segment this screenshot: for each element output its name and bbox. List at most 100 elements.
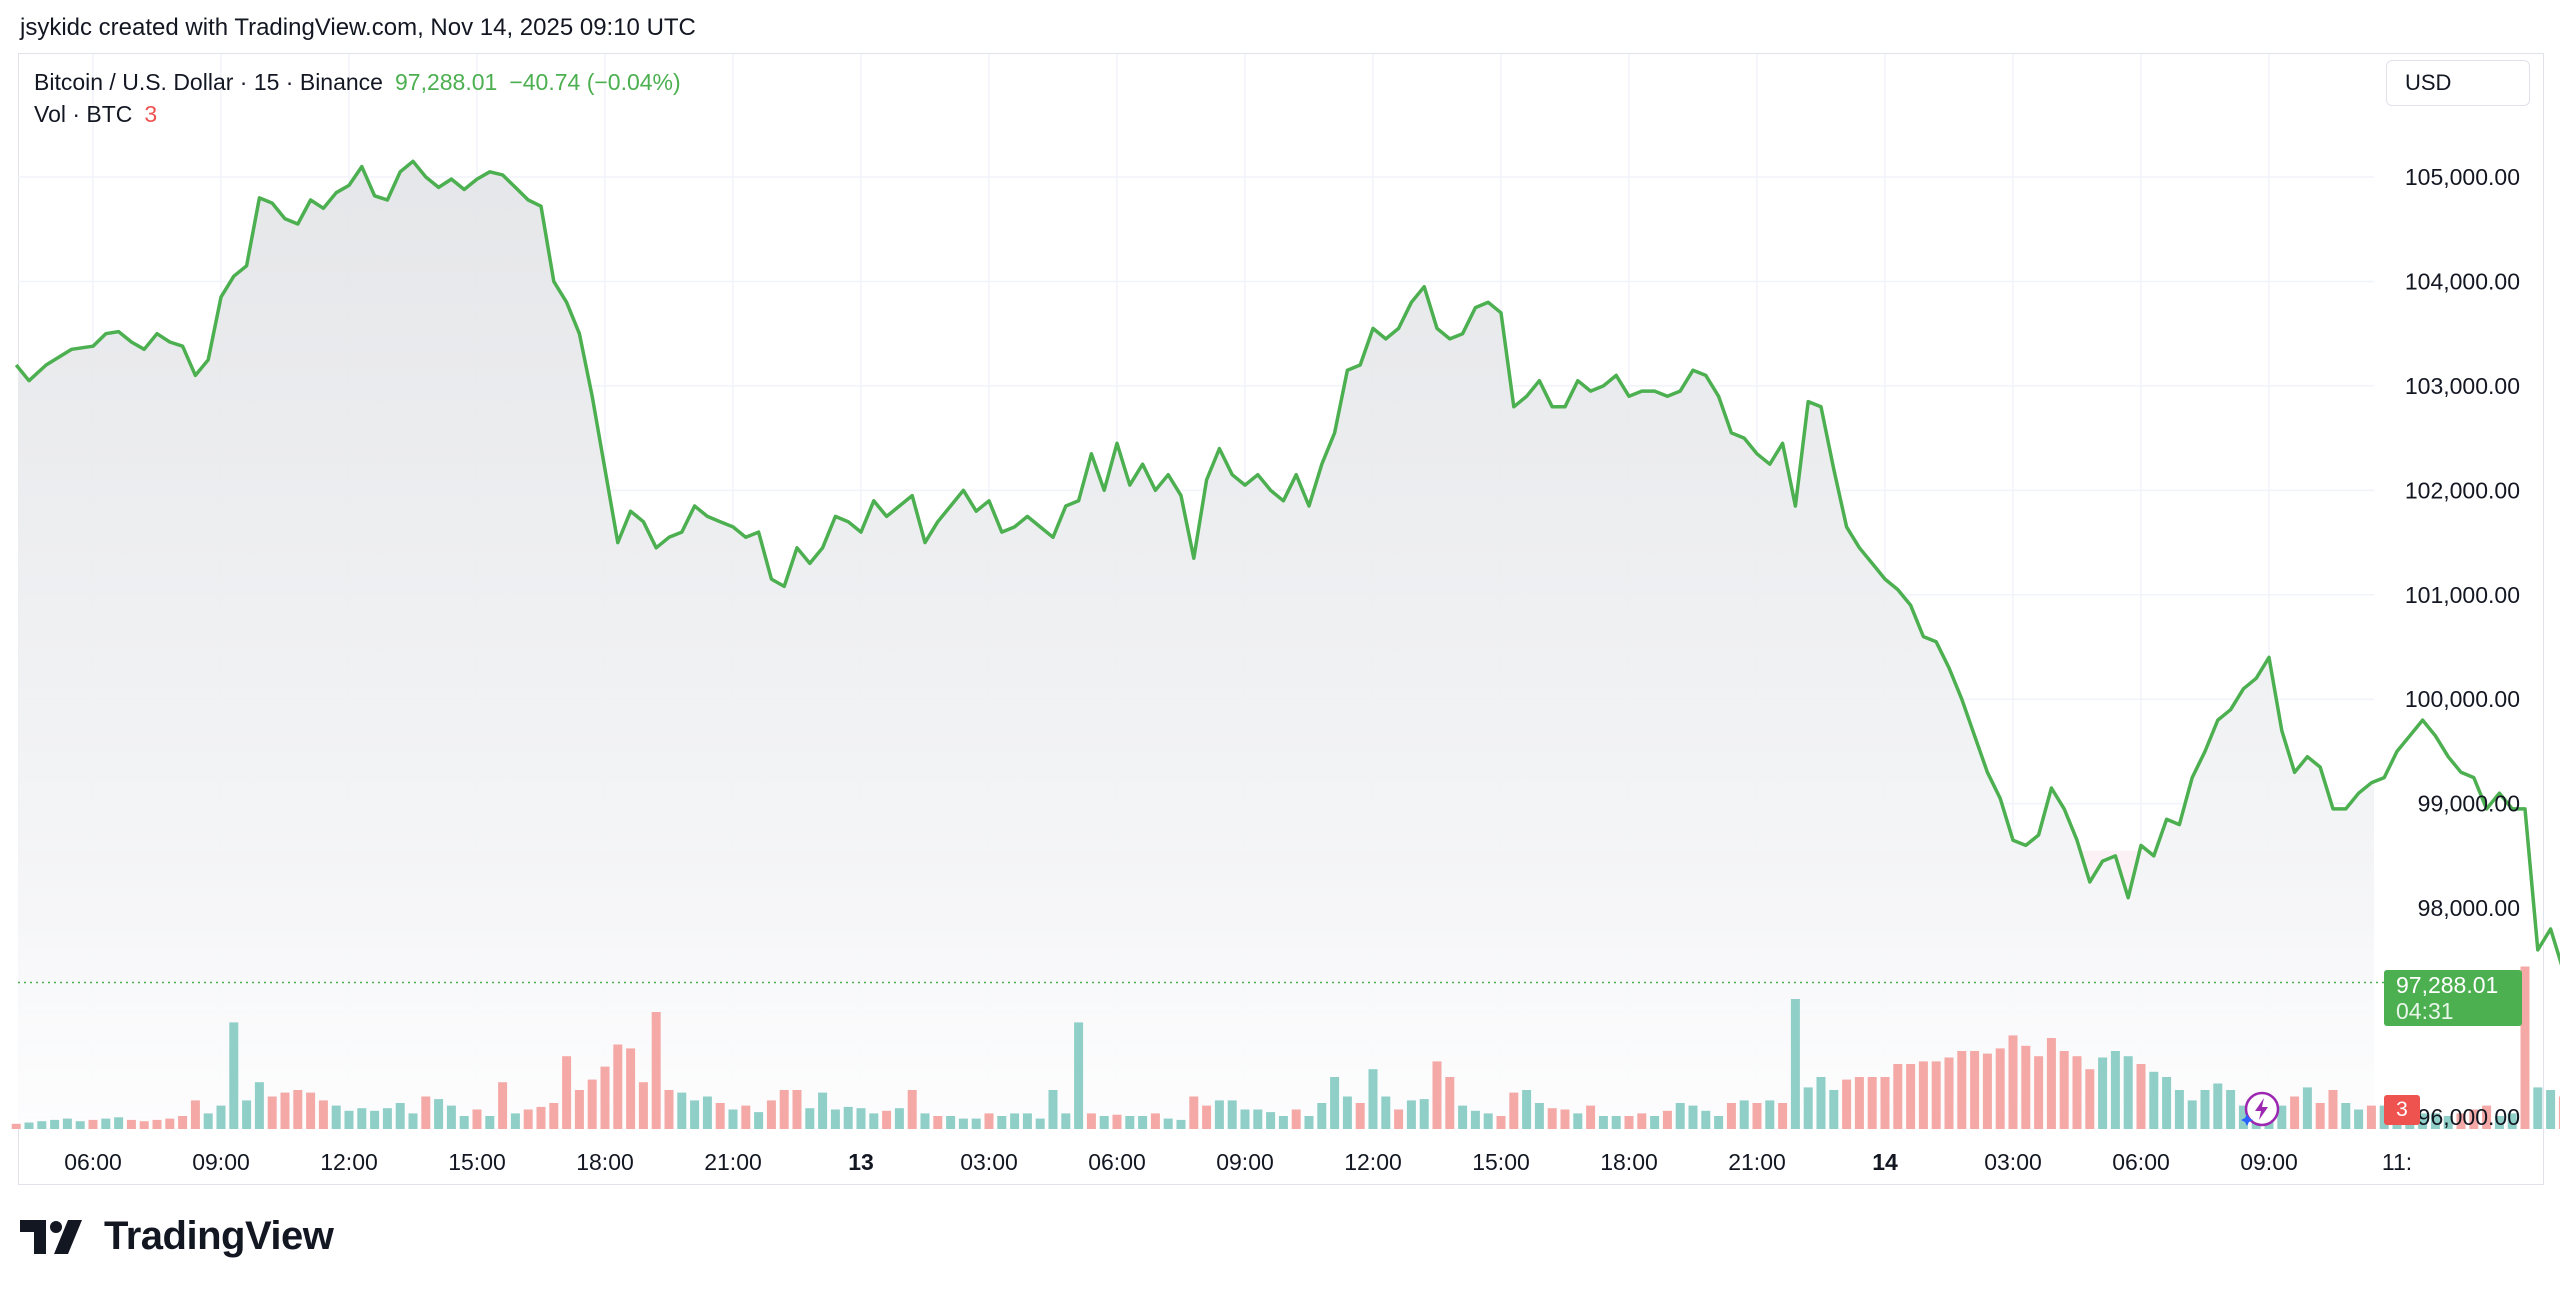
x-tick-label: 12:00	[320, 1149, 378, 1175]
x-tick-label: 21:00	[704, 1149, 762, 1175]
volume-bar	[126, 1119, 136, 1129]
volume-bar	[1022, 1113, 1032, 1129]
tradingview-logo-icon	[20, 1219, 82, 1254]
volume-bar	[510, 1113, 520, 1129]
volume-bar	[2443, 1116, 2453, 1129]
volume-bar	[1893, 1064, 1903, 1129]
volume-bar	[523, 1109, 533, 1129]
volume-bar	[958, 1118, 968, 1129]
x-tick-label: 09:00	[192, 1149, 250, 1175]
volume-bar	[1982, 1053, 1992, 1129]
volume-bar	[1675, 1103, 1685, 1129]
volume-bar	[1470, 1110, 1480, 1129]
volume-bar	[1765, 1100, 1775, 1129]
volume-bar	[1035, 1118, 1045, 1129]
volume-value: 3	[144, 101, 158, 127]
symbol-title[interactable]: Bitcoin / U.S. Dollar · 15 · Binance	[34, 69, 383, 95]
volume-bar	[1867, 1077, 1877, 1129]
x-tick-label: 06:00	[64, 1149, 122, 1175]
volume-bar	[1189, 1096, 1199, 1129]
volume-bar	[1931, 1061, 1941, 1129]
volume-bar	[1547, 1108, 1557, 1129]
volume-bar	[178, 1116, 188, 1129]
lightning-bolt-icon[interactable]	[2240, 1089, 2280, 1129]
volume-bar	[907, 1090, 917, 1129]
volume-bar	[1112, 1114, 1122, 1129]
bar-countdown: 04:31	[2396, 998, 2454, 1024]
volume-bar	[1906, 1064, 1916, 1129]
volume-bar	[1880, 1077, 1890, 1129]
volume-bar	[498, 1082, 508, 1129]
volume-bar	[830, 1109, 840, 1129]
volume-bar	[651, 1012, 661, 1129]
volume-bar	[1662, 1110, 1672, 1129]
y-tick-label: 103,000.00	[2405, 373, 2520, 399]
volume-bar	[1854, 1077, 1864, 1129]
volume-bar	[1778, 1103, 1788, 1129]
y-tick-label: 102,000.00	[2405, 477, 2520, 503]
volume-bar	[408, 1113, 418, 1129]
volume-bar	[1701, 1110, 1711, 1129]
volume-bar	[2469, 1109, 2479, 1129]
volume-bar	[1240, 1109, 1250, 1129]
volume-bar	[1944, 1057, 1954, 1129]
volume-bar	[267, 1096, 277, 1129]
volume-bar	[434, 1099, 444, 1129]
volume-bar	[779, 1090, 789, 1129]
volume-bar	[242, 1100, 252, 1129]
volume-bar	[1624, 1116, 1634, 1129]
volume-bar	[2546, 1090, 2556, 1129]
volume-bar	[2174, 1090, 2184, 1129]
volume-bar	[1995, 1048, 2005, 1129]
volume-bar	[459, 1116, 469, 1129]
volume-bar	[741, 1105, 751, 1129]
last-price: 97,288.01	[394, 69, 498, 95]
volume-bar	[446, 1105, 456, 1129]
volume-bar	[2046, 1038, 2056, 1129]
credit-text: jsykidc created with TradingView.com, No…	[20, 14, 696, 41]
volume-bar	[1445, 1077, 1455, 1129]
volume-bar	[24, 1122, 34, 1129]
volume-bar	[677, 1092, 687, 1129]
volume-bar	[2110, 1051, 2120, 1129]
volume-bar	[1010, 1113, 1020, 1129]
volume-bar	[2187, 1100, 2197, 1129]
volume-bar	[549, 1103, 559, 1129]
last-price-tag: 97,288.01 04:31	[2384, 970, 2522, 1026]
volume-bar	[344, 1110, 354, 1129]
volume-bar	[984, 1113, 994, 1129]
volume-bar	[2277, 1105, 2287, 1129]
volume-bar	[1918, 1061, 1928, 1129]
volume-bar	[766, 1100, 776, 1129]
volume-bar	[114, 1117, 124, 1129]
volume-bar	[2123, 1056, 2133, 1129]
x-tick-label: 09:00	[1216, 1149, 1274, 1175]
volume-bar	[1726, 1103, 1736, 1129]
volume-bar	[2072, 1056, 2082, 1129]
x-axis: 06:00 09:00 12:00 15:00 18:00 21:00 13 03:00 06:…	[64, 1149, 2412, 1175]
y-tick-label: 96,000.00	[2418, 1104, 2520, 1130]
volume-bar	[75, 1121, 85, 1129]
volume-bar	[1304, 1116, 1314, 1129]
volume-label[interactable]: Vol · BTC	[34, 101, 133, 127]
volume-bar	[869, 1113, 879, 1129]
volume-bar	[587, 1079, 597, 1129]
volume-bar	[165, 1118, 175, 1129]
volume-bar	[1611, 1116, 1621, 1129]
volume-bar	[2315, 1103, 2325, 1129]
volume-bar	[1752, 1103, 1762, 1129]
volume-bar	[1138, 1116, 1148, 1129]
x-tick-label: 11:	[2382, 1149, 2412, 1175]
volume-bar	[2226, 1090, 2236, 1129]
volume-bar	[1509, 1092, 1519, 1129]
currency-button[interactable]: USD	[2386, 60, 2530, 106]
volume-bar	[1637, 1113, 1647, 1129]
volume-bar	[920, 1113, 930, 1129]
volume-bar	[2238, 1105, 2248, 1129]
volume-bar	[370, 1110, 380, 1129]
volume-bar	[139, 1121, 149, 1129]
volume-bar	[600, 1066, 610, 1129]
x-tick-label: 03:00	[960, 1149, 1018, 1175]
y-tick-label: 99,000.00	[2418, 791, 2520, 817]
